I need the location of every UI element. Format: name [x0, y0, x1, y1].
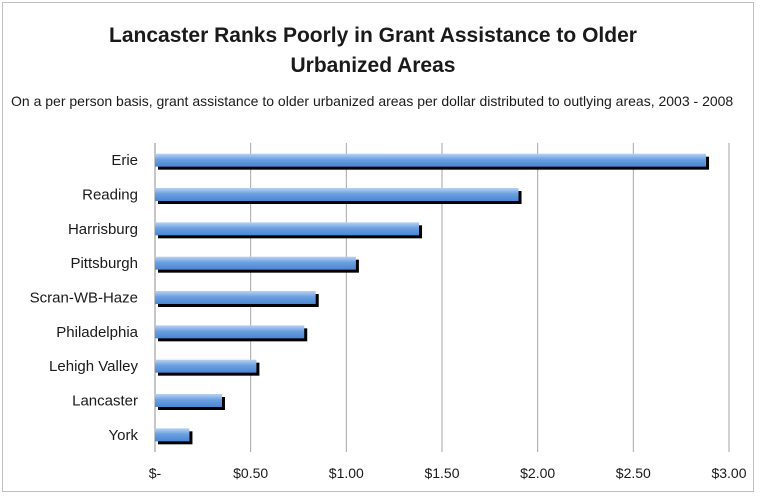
- category-label: Lancaster: [72, 393, 138, 410]
- chart-frame: Lancaster Ranks Poorly in Grant Assistan…: [2, 2, 754, 492]
- chart-subtitle: On a per person basis, grant assistance …: [11, 93, 734, 109]
- bar-lehigh-valley: [155, 359, 257, 373]
- category-label: Harrisburg: [68, 221, 138, 238]
- bar-reading: [155, 188, 519, 201]
- category-label: Pittsburgh: [70, 255, 138, 272]
- x-tick-label: $1.50: [424, 465, 459, 481]
- bar-lancaster: [155, 394, 222, 407]
- x-tick-label: $2.00: [520, 465, 555, 481]
- x-tick-label: $1.00: [329, 465, 364, 481]
- x-tick-label: $-: [149, 465, 162, 481]
- bar-philadelphia: [155, 325, 305, 339]
- bar-scran-wb-haze: [155, 291, 316, 304]
- category-label: Lehigh Valley: [49, 358, 138, 375]
- category-label: Erie: [111, 152, 138, 169]
- bar-pittsburgh: [155, 256, 356, 270]
- bar-erie: [155, 153, 707, 167]
- bar-harrisburg: [155, 222, 420, 236]
- bar-york: [155, 428, 190, 442]
- category-label: Reading: [82, 187, 138, 204]
- category-label: York: [109, 427, 139, 444]
- x-tick-label: $2.50: [616, 465, 651, 481]
- category-label: Scran-WB-Haze: [30, 290, 138, 307]
- x-tick-label: $0.50: [233, 465, 268, 481]
- category-label: Philadelphia: [56, 324, 138, 341]
- x-tick-label: $3.00: [711, 465, 746, 481]
- chart-title: Lancaster Ranks Poorly in Grant Assistan…: [109, 24, 637, 77]
